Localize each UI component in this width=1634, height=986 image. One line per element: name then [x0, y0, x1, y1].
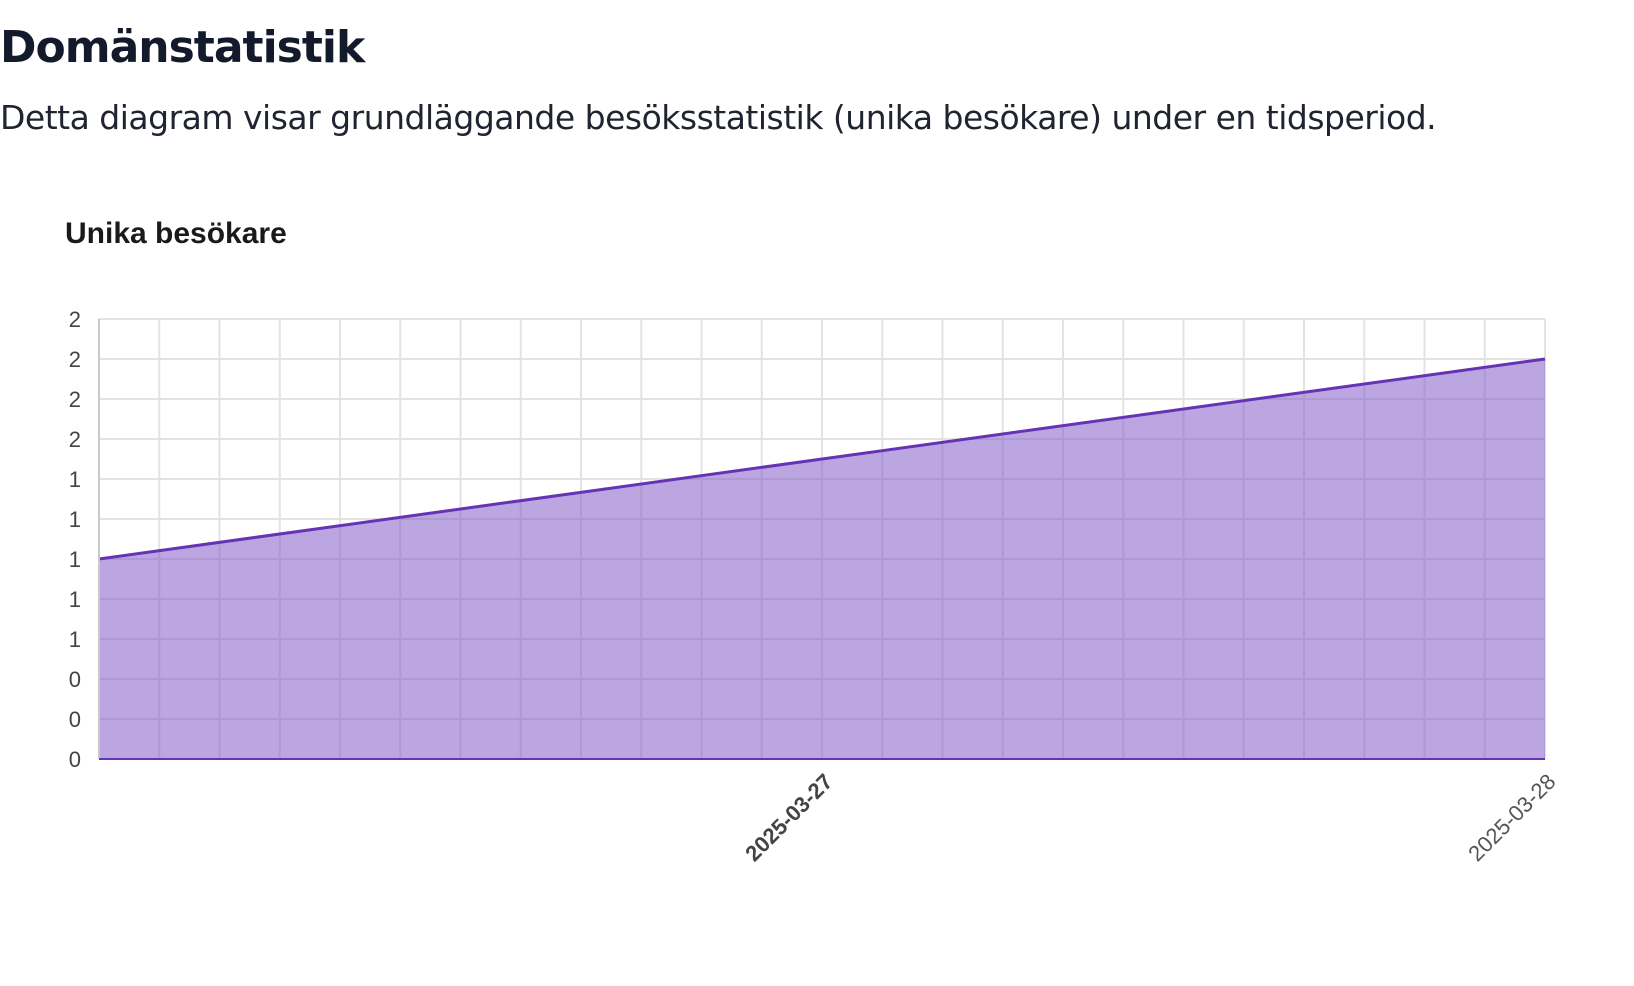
chart-svg: Unika besökare 0 0 0 1 1 1 1 1 2 2 2 2 2025-03-27 202… — [65, 217, 1561, 866]
y-tick-label: 1 — [69, 547, 81, 572]
y-tick-label: 2 — [69, 347, 81, 372]
y-tick-label: 1 — [69, 467, 81, 492]
y-tick-label: 1 — [69, 507, 81, 532]
page-description: Detta diagram visar grundläggande besöks… — [0, 98, 1437, 137]
y-tick-label: 2 — [69, 307, 81, 332]
series-line — [98, 357, 1546, 561]
y-tick-label: 0 — [69, 747, 81, 772]
x-tick-label: 2025-03-28 — [1463, 769, 1560, 866]
series-area — [99, 359, 1545, 759]
x-tick-label: 2025-03-27 — [740, 769, 837, 866]
chart-title: Unika besökare — [65, 217, 287, 250]
page-title: Domänstatistik — [0, 22, 365, 73]
y-tick-label: 2 — [69, 387, 81, 412]
y-tick-label: 1 — [69, 627, 81, 652]
y-tick-label: 1 — [69, 587, 81, 612]
y-tick-label: 0 — [69, 667, 81, 692]
y-tick-label: 2 — [69, 427, 81, 452]
visitors-chart: Unika besökare 0 0 0 1 1 1 1 1 2 2 2 2 2025-03-27 202… — [0, 200, 1634, 960]
y-tick-label: 0 — [69, 707, 81, 732]
